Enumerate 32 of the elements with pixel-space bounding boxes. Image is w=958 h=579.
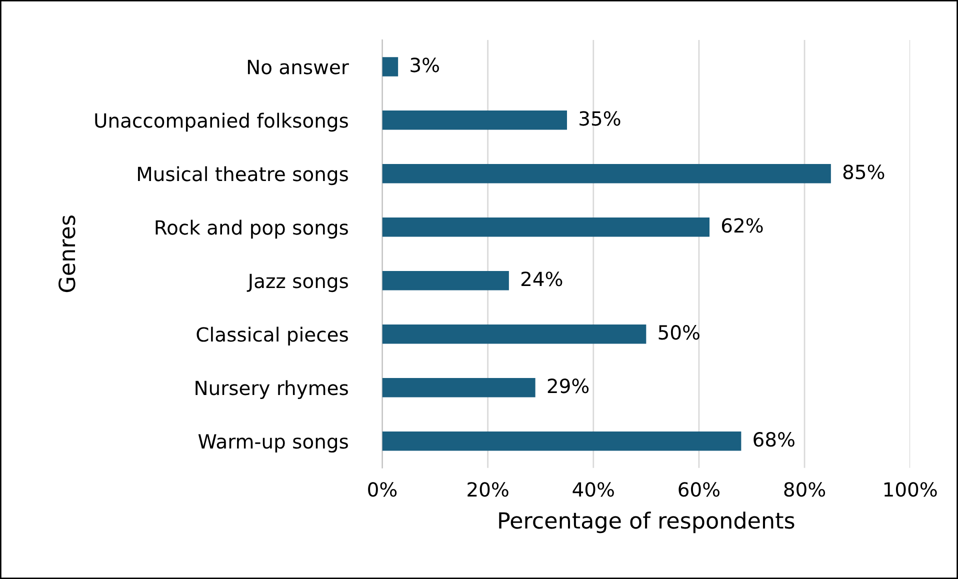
x-tick-label: 80% (784, 482, 826, 497)
y-tick-label: Classical pieces (196, 326, 348, 346)
y-tick-label: Rock and pop songs (156, 220, 348, 239)
y-tick-label: Jazz songs (246, 274, 348, 292)
x-tick-label: 20% (468, 482, 508, 497)
y-tick-label: Musical theatre songs (138, 166, 348, 186)
bar (382, 57, 398, 76)
data-label: 3% (410, 58, 439, 72)
bar (382, 110, 567, 130)
bar (382, 271, 509, 290)
data-label: 24% (521, 272, 562, 286)
bar (382, 431, 742, 451)
y-axis-title: Genres (58, 216, 76, 292)
y-tick-label: Warm-up songs (198, 434, 348, 453)
y-tick-label: Unaccompanied folksongs (95, 112, 348, 132)
data-label: 62% (722, 218, 763, 233)
x-tick-label: 60% (678, 482, 720, 497)
data-label: 85% (843, 164, 884, 180)
x-tick-label: 40% (572, 482, 614, 497)
x-tick-label: 0% (368, 482, 397, 497)
data-label: 29% (548, 378, 589, 394)
y-tick-label: No answer (248, 60, 349, 74)
data-label: 50% (658, 325, 700, 340)
bar (382, 378, 536, 398)
bar (382, 218, 710, 237)
data-label: 35% (580, 111, 620, 126)
bar (382, 164, 831, 184)
x-axis-title: Percentage of respondents (499, 512, 794, 534)
data-label: 68% (754, 432, 794, 447)
bar (382, 324, 646, 344)
x-tick-label: 100% (884, 482, 937, 497)
y-tick-label: Nursery rhymes (196, 380, 348, 400)
